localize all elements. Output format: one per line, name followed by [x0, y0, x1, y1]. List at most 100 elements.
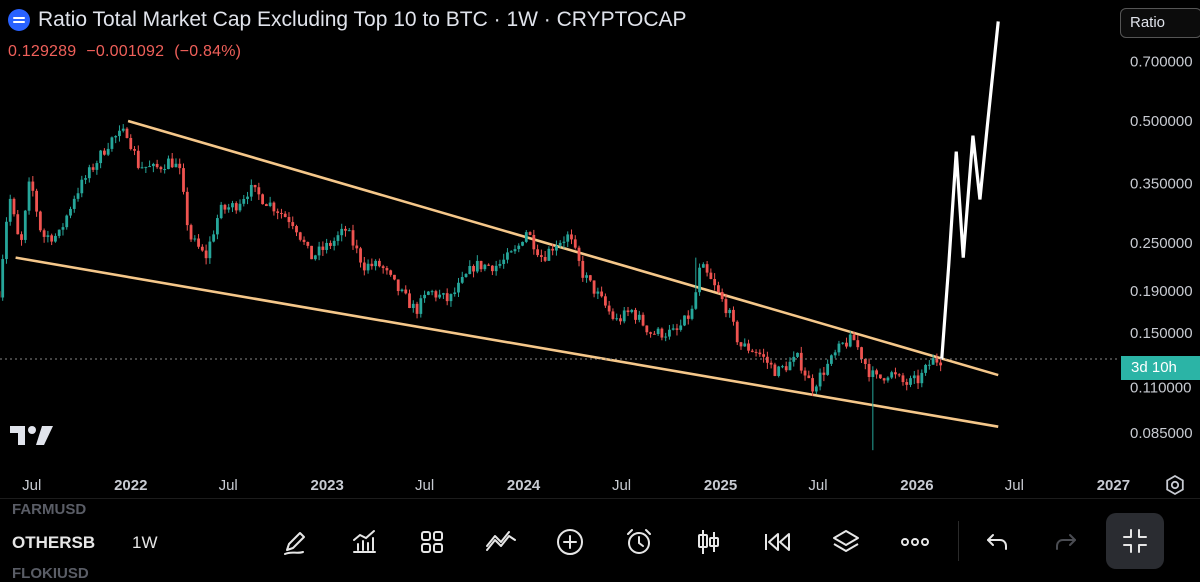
candle-body	[182, 168, 185, 192]
candle-body	[363, 263, 366, 271]
candle-body	[883, 378, 886, 380]
symbol-selector[interactable]: OTHERSB	[12, 533, 95, 553]
indicators-icon[interactable]	[347, 525, 381, 559]
undo-icon[interactable]	[980, 525, 1014, 559]
candle-body	[24, 211, 27, 240]
alert-clock-icon[interactable]	[622, 525, 656, 559]
watchlist-prev-symbol[interactable]: FARMUSD	[12, 501, 86, 518]
candle-body	[804, 371, 807, 376]
candle-body	[913, 375, 916, 378]
add-icon[interactable]	[553, 525, 587, 559]
candle-body	[318, 247, 321, 256]
candle-body	[427, 292, 430, 295]
candle-body	[355, 246, 358, 249]
candle-body	[276, 211, 279, 213]
candle-body	[419, 298, 422, 314]
candle-body	[932, 358, 935, 365]
drawing-pen-icon[interactable]	[278, 525, 312, 559]
candle-body	[819, 373, 822, 387]
candle-body	[563, 242, 566, 243]
replay-icon[interactable]	[760, 525, 794, 559]
y-tick-label: 0.085000	[1130, 425, 1193, 442]
fullscreen-icon[interactable]	[1106, 513, 1164, 569]
layout-grid-icon[interactable]	[415, 525, 449, 559]
watchlist-next-symbol[interactable]: FLOKIUSD	[12, 565, 89, 582]
y-tick-label: 0.700000	[1130, 54, 1193, 71]
candle-body	[612, 311, 615, 318]
candle-body	[208, 242, 211, 259]
layers-icon[interactable]	[829, 525, 863, 559]
candle-body	[431, 291, 434, 292]
candle-body	[860, 347, 863, 359]
candle-body	[841, 343, 844, 344]
candle-body	[216, 218, 219, 234]
candle-body	[732, 310, 735, 322]
candle-body	[95, 163, 98, 170]
candle-body	[822, 373, 825, 375]
redo-icon[interactable]	[1049, 525, 1083, 559]
more-icon[interactable]	[898, 525, 932, 559]
price-readout: 0.129289−0.001092(−0.84%)	[8, 43, 251, 61]
price-chart[interactable]: 0.7000000.5000000.3500000.2500000.190000…	[0, 0, 1200, 498]
candle-body	[536, 249, 539, 255]
candle-body	[103, 151, 106, 155]
candle-body	[43, 230, 46, 237]
interval-selector[interactable]: 1W	[132, 533, 158, 553]
candle-body	[122, 129, 125, 131]
candle-body	[834, 352, 837, 355]
candle-body	[547, 249, 550, 261]
candle-body	[160, 167, 163, 169]
candle-body	[472, 266, 475, 271]
candle-body	[687, 315, 690, 318]
candle-body	[148, 166, 151, 167]
candle-body	[69, 209, 72, 216]
candle-body	[755, 352, 758, 353]
candle-body	[811, 378, 814, 391]
candle-body	[337, 235, 340, 241]
candle-body	[306, 242, 309, 246]
candle-type-icon[interactable]	[691, 525, 725, 559]
candle-body	[453, 292, 456, 294]
scale-ratio-button[interactable]: Ratio	[1120, 8, 1200, 38]
candle-body	[468, 266, 471, 274]
x-tick-label: Jul	[415, 477, 434, 494]
candle-body	[868, 364, 871, 377]
candle-body	[499, 264, 502, 266]
candle-body	[487, 265, 490, 266]
candle-body	[608, 306, 611, 312]
candle-body	[706, 264, 709, 272]
projection-path[interactable]	[942, 21, 999, 359]
candle-body	[694, 292, 697, 309]
candle-body	[129, 138, 132, 149]
candle-body	[46, 235, 49, 237]
candle-body	[359, 248, 362, 262]
candle-body	[619, 318, 622, 321]
candle-body	[412, 304, 415, 308]
candle-body	[645, 326, 648, 333]
chart-settings-gear-icon[interactable]	[1164, 474, 1186, 501]
candle-body	[777, 367, 780, 376]
x-tick-label: Jul	[219, 477, 238, 494]
x-tick-label: Jul	[1005, 477, 1024, 494]
candle-body	[404, 290, 407, 294]
candle-body	[382, 266, 385, 268]
candle-body	[386, 268, 389, 270]
candle-body	[679, 325, 682, 329]
candle-body	[905, 382, 908, 385]
candle-body	[344, 229, 347, 231]
candle-body	[879, 374, 882, 378]
candle-body	[902, 375, 905, 382]
trend-tool-icon[interactable]	[484, 525, 518, 559]
candle-body	[273, 203, 276, 212]
wedge-trendline[interactable]	[128, 121, 998, 375]
candle-body	[853, 335, 856, 341]
candle-body	[84, 178, 87, 180]
candle-body	[401, 290, 404, 291]
candle-body	[393, 275, 396, 280]
candle-body	[864, 359, 867, 364]
candle-body	[574, 239, 577, 247]
candle-body	[370, 264, 373, 266]
candle-body	[627, 310, 630, 312]
candle-body	[649, 332, 652, 334]
candle-body	[830, 355, 833, 364]
